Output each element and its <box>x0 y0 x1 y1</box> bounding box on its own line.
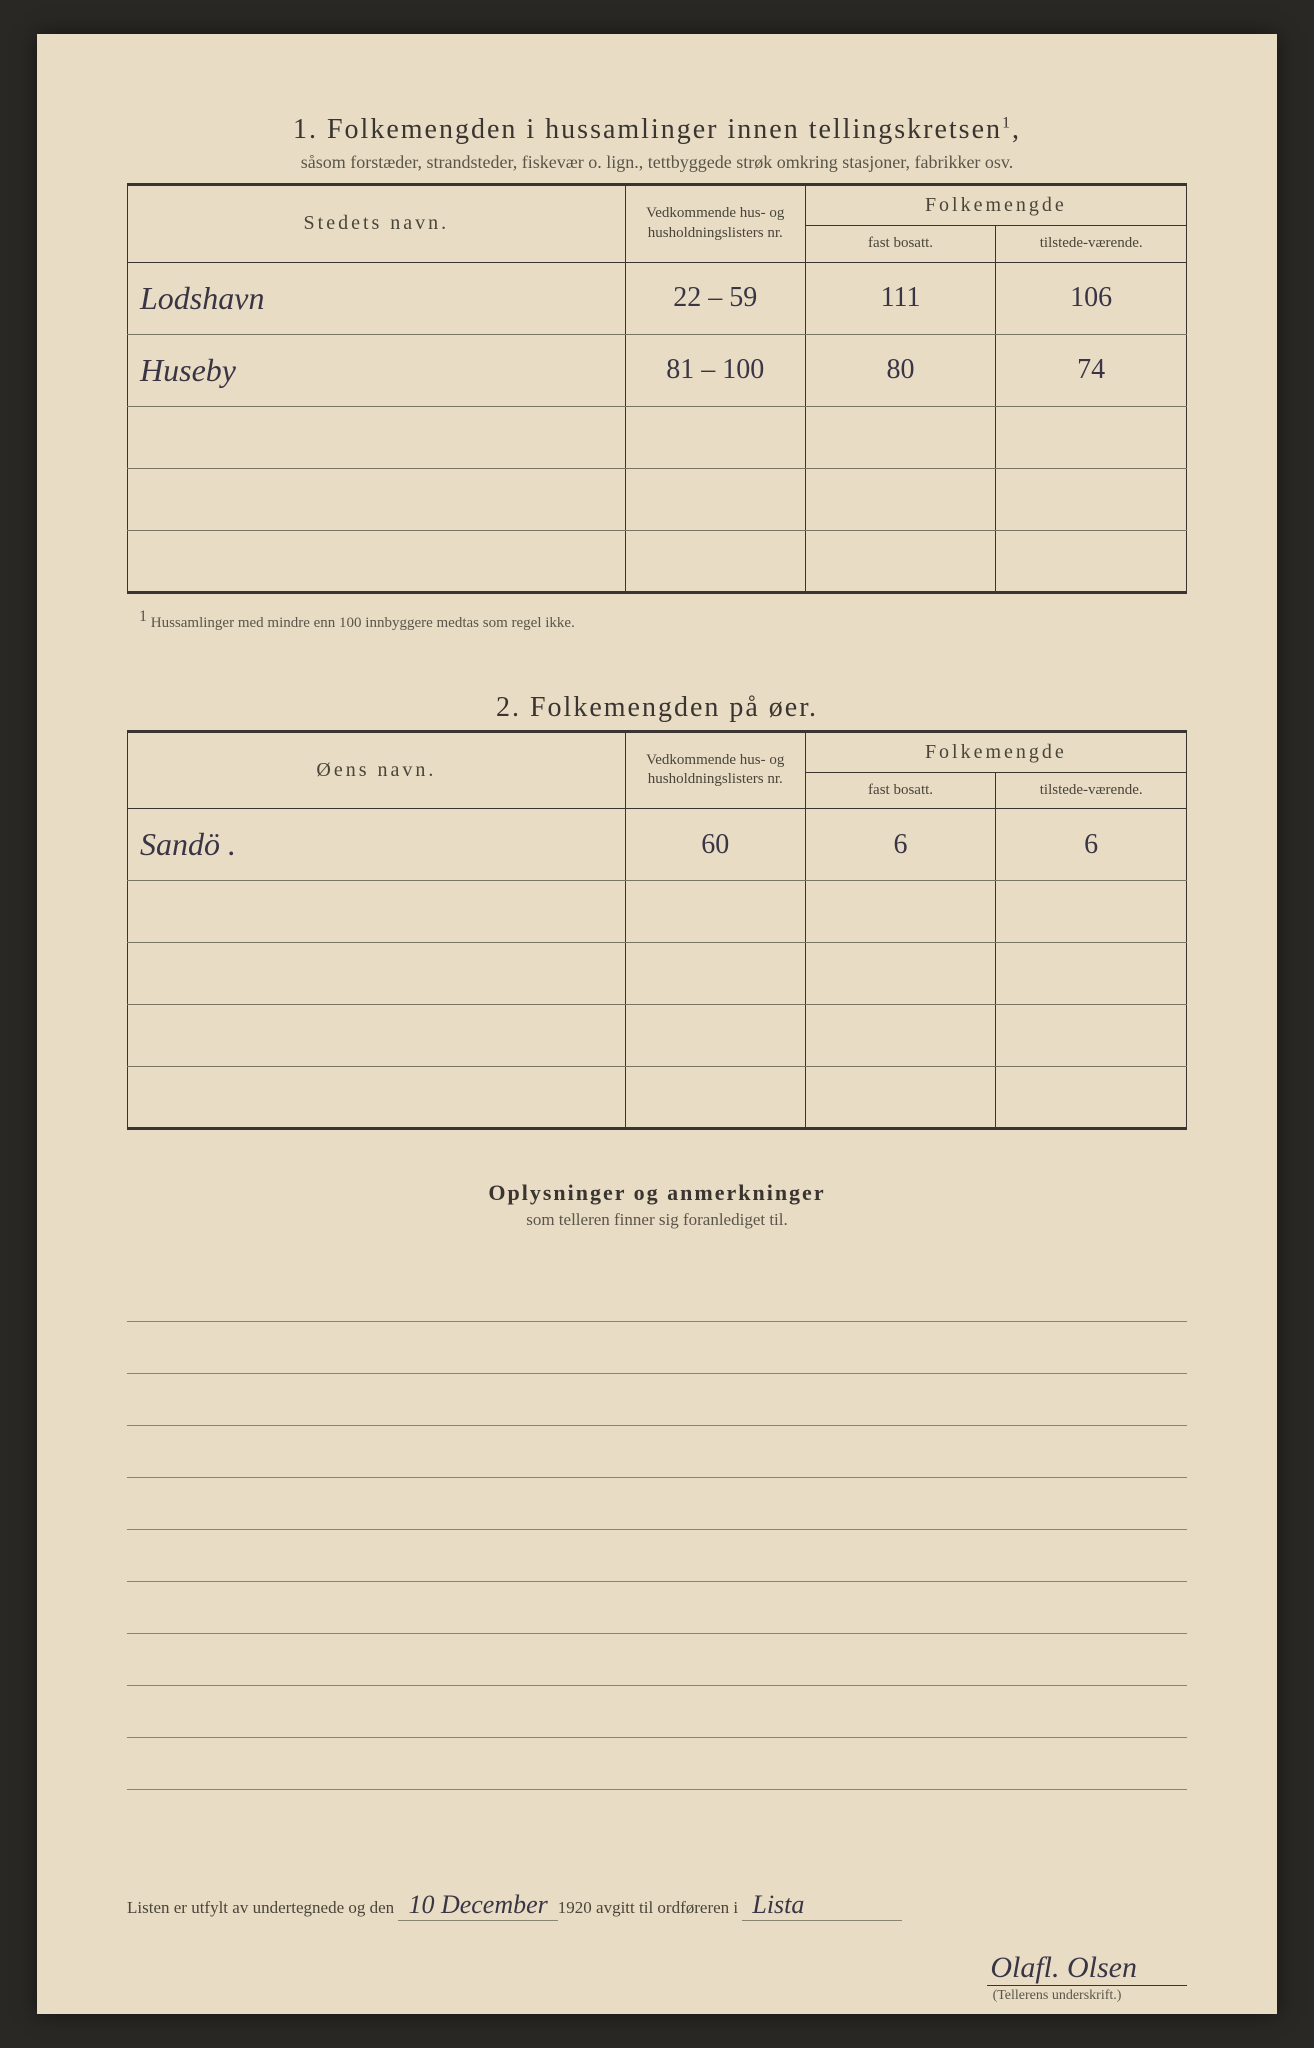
ruled-line <box>127 1634 1187 1686</box>
section3-subtitle: som telleren finner sig foranlediget til… <box>127 1210 1187 1230</box>
section1-subtitle: såsom forstæder, strandsteder, fiskevær … <box>127 152 1187 173</box>
section1-title-text: Folkemengden i hussamlinger innen tellin… <box>327 114 1002 145</box>
s2-header-name: Øens navn. <box>128 731 626 809</box>
footnote-text: Hussamlinger med mindre enn 100 innbygge… <box>151 615 575 631</box>
cell-fast: 111 <box>805 262 996 334</box>
cell-name: Sandö . <box>128 809 626 881</box>
s1-header-tilst: tilstede-værende. <box>996 226 1187 263</box>
ruled-line <box>127 1374 1187 1426</box>
footer-place: Lista <box>742 1890 902 1921</box>
ruled-line <box>127 1322 1187 1374</box>
s1-header-fast: fast bosatt. <box>805 226 996 263</box>
cell-name: Lodshavn <box>128 262 626 334</box>
ruled-line <box>127 1478 1187 1530</box>
ruled-line <box>127 1530 1187 1582</box>
table-row: Lodshavn 22 – 59 111 106 <box>128 262 1187 334</box>
signature-label: (Tellerens underskrift.) <box>987 1985 1187 2004</box>
cell-nr: 81 – 100 <box>625 334 805 406</box>
s1-header-folk: Folkemengde <box>805 185 1186 226</box>
footer-prefix: Listen er utfylt av undertegnede og den <box>127 1898 394 1917</box>
table-row-empty <box>128 468 1187 530</box>
table-row-empty <box>128 530 1187 592</box>
s2-header-folk: Folkemengde <box>805 731 1186 772</box>
footer-line: Listen er utfylt av undertegnede og den … <box>127 1890 1187 1921</box>
footer-middle: avgitt til ordføreren i <box>596 1898 738 1917</box>
ruled-line <box>127 1270 1187 1322</box>
cell-name: Huseby <box>128 334 626 406</box>
cell-fast: 80 <box>805 334 996 406</box>
ruled-line <box>127 1738 1187 1790</box>
s2-header-tilst: tilstede-værende. <box>996 772 1187 809</box>
s2-header-fast: fast bosatt. <box>805 772 996 809</box>
table-row-empty <box>128 943 1187 1005</box>
footer-year: 1920 <box>558 1898 592 1917</box>
s2-header-nr: Vedkommende hus- og husholdningslisters … <box>625 731 805 809</box>
cell-nr: 60 <box>625 809 805 881</box>
cell-tilst: 6 <box>996 809 1187 881</box>
footer-date: 10 December <box>398 1890 557 1921</box>
section3-title: Oplysninger og anmerkninger <box>127 1180 1187 1206</box>
s1-header-name: Stedets navn. <box>128 185 626 263</box>
section1-number: 1. <box>293 114 318 145</box>
ruled-line <box>127 1426 1187 1478</box>
s1-header-nr: Vedkommende hus- og husholdningslisters … <box>625 185 805 263</box>
table-row-empty <box>128 406 1187 468</box>
document-page: 1. Folkemengden i hussamlinger innen tel… <box>37 34 1277 2014</box>
notes-lines <box>127 1270 1187 1790</box>
ruled-line <box>127 1582 1187 1634</box>
table-row: Sandö . 60 6 6 <box>128 809 1187 881</box>
section1-sup: 1 <box>1002 115 1012 132</box>
ruled-line <box>127 1686 1187 1738</box>
table-row-empty <box>128 1067 1187 1129</box>
section2-title-text: Folkemengden på øer. <box>530 692 818 723</box>
section2-table: Øens navn. Vedkommende hus- og husholdni… <box>127 730 1187 1131</box>
cell-tilst: 106 <box>996 262 1187 334</box>
section1-table: Stedets navn. Vedkommende hus- og hushol… <box>127 183 1187 594</box>
cell-nr: 22 – 59 <box>625 262 805 334</box>
section1-title: 1. Folkemengden i hussamlinger innen tel… <box>127 114 1187 146</box>
section1-footnote: 1 Hussamlinger med mindre enn 100 innbyg… <box>127 608 1187 632</box>
table-row: Huseby 81 – 100 80 74 <box>128 334 1187 406</box>
table-row-empty <box>128 1005 1187 1067</box>
signature-area: Olafl. Olsen (Tellerens underskrift.) <box>127 1951 1187 2004</box>
section2-number: 2. <box>496 692 521 723</box>
table-row-empty <box>128 881 1187 943</box>
signature: Olafl. Olsen <box>127 1951 1187 1985</box>
cell-tilst: 74 <box>996 334 1187 406</box>
section2-title: 2. Folkemengden på øer. <box>127 692 1187 724</box>
footnote-marker: 1 <box>139 608 147 625</box>
cell-fast: 6 <box>805 809 996 881</box>
